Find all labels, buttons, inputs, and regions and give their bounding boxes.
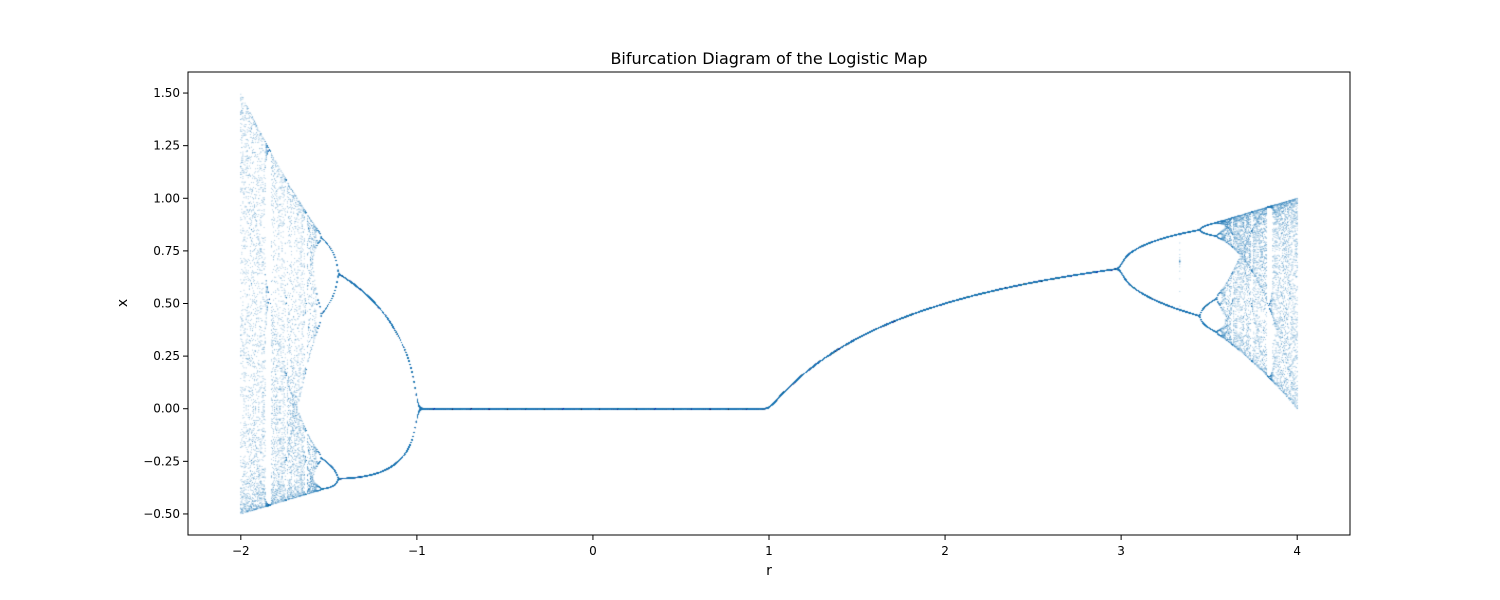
y-tick-label: −0.25 (143, 454, 180, 468)
y-tick-label: 0.50 (153, 297, 180, 311)
x-tick-label: 3 (1117, 544, 1125, 558)
bifurcation-scatter-points (188, 72, 1350, 535)
y-axis-label: x (115, 299, 131, 307)
y-tick-label: 0.75 (153, 244, 180, 258)
x-axis-ticks: −2 −1 0 1 2 3 4 (232, 535, 1301, 558)
x-tick-label: −1 (408, 544, 426, 558)
y-axis-ticks: −0.50 −0.25 0.00 0.25 0.50 0.75 1.00 1.25 1.50 (143, 86, 188, 521)
x-tick-label: 2 (941, 544, 949, 558)
y-tick-label: 1.00 (153, 191, 180, 205)
x-tick-label: 4 (1293, 544, 1301, 558)
x-tick-label: 0 (589, 544, 597, 558)
chart-title: Bifurcation Diagram of the Logistic Map (610, 49, 927, 68)
y-tick-label: 1.25 (153, 139, 180, 153)
y-tick-label: 0.25 (153, 349, 180, 363)
y-tick-label: 1.50 (153, 86, 180, 100)
x-axis-label: r (766, 563, 772, 579)
y-tick-label: 0.00 (153, 402, 180, 416)
y-tick-label: −0.50 (143, 507, 180, 521)
x-tick-label: −2 (232, 544, 250, 558)
x-tick-label: 1 (765, 544, 773, 558)
